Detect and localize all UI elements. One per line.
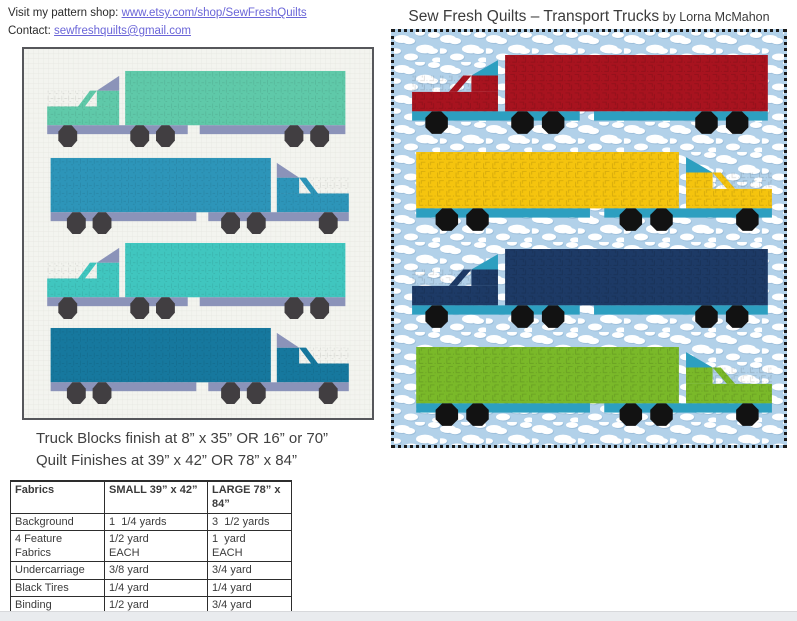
- fabrics-row-3: Black Tires 1/4 yard 1/4 yard: [10, 578, 292, 598]
- pattern-diagram-quilt: [22, 47, 374, 420]
- fabrics-col-header-2: LARGE 78” x 84”: [207, 479, 292, 514]
- truck-yellow: [416, 152, 772, 231]
- truck-blue: [50, 157, 349, 234]
- truck-mint: [47, 70, 346, 147]
- block-size-line: Truck Blocks finish at 8” x 35” OR 16” o…: [36, 430, 329, 447]
- fabrics-cell-1-2: 1 yard EACH: [207, 529, 292, 563]
- fabrics-row-1: 4 Feature Fabrics 1/2 yard EACH 1 yard EAC…: [10, 529, 292, 563]
- fabrics-cell-2-1: 3/8 yard: [104, 561, 208, 580]
- fabrics-cell-2-0: Undercarriage: [10, 561, 105, 580]
- contact-email-link[interactable]: sewfreshquilts@gmail.com: [54, 24, 191, 37]
- truck-red: [412, 55, 768, 134]
- fabrics-col-header-1: SMALL 39” x 42”: [104, 479, 208, 514]
- fabrics-cell-3-1: 1/4 yard: [104, 578, 208, 598]
- fabrics-table-body: Background 1 1/4 yards 3 1/2 yards 4 Featur…: [10, 512, 292, 615]
- fabrics-col-header-0: Fabrics: [10, 479, 105, 514]
- truck-turquoise: [47, 242, 346, 320]
- page-title-main: Sew Fresh Quilts – Transport Trucks: [408, 8, 660, 25]
- finish-size-notes: Truck Blocks finish at 8” x 35” OR 16” o…: [36, 428, 328, 472]
- finished-quilt-photo: [391, 29, 787, 448]
- truck-navy: [412, 249, 768, 328]
- fabrics-table: Fabrics SMALL 39” x 42” LARGE 78” x 84” Ba…: [10, 479, 292, 615]
- truck-green: [416, 347, 772, 426]
- contact-line: Contact: sewfreshquilts@gmail.com: [8, 23, 307, 41]
- fabrics-row-0: Background 1 1/4 yards 3 1/2 yards: [10, 512, 292, 531]
- fabrics-row-2: Undercarriage 3/8 yard 3/4 yard: [10, 561, 292, 580]
- pattern-shop-link[interactable]: www.etsy.com/shop/SewFreshQuilts: [121, 7, 307, 19]
- fabrics-cell-1-1: 1/2 yard EACH: [104, 529, 208, 563]
- fabrics-cell-3-0: Black Tires: [10, 578, 105, 598]
- contact-line-prefix: Contact:: [8, 24, 55, 37]
- fabrics-cell-4-0: Binding: [10, 596, 105, 615]
- photo-quilt-canvas: [394, 32, 784, 445]
- fabrics-cell-1-0: 4 Feature Fabrics: [10, 529, 105, 563]
- fabrics-cell-3-2: 1/4 yard: [207, 578, 292, 598]
- shop-line: Visit my pattern shop: www.etsy.com/shop…: [8, 5, 307, 23]
- page-title: Sew Fresh Quilts – Transport Trucks by L…: [391, 8, 787, 26]
- fabrics-cell-0-0: Background: [10, 512, 105, 531]
- page-title-byline: by Lorna McMahon: [659, 10, 770, 24]
- shop-line-prefix: Visit my pattern shop:: [8, 7, 122, 19]
- fabrics-cell-2-2: 3/4 yard: [207, 561, 292, 580]
- truck-teal: [50, 327, 349, 405]
- shop-links-block: Visit my pattern shop: www.etsy.com/shop…: [8, 5, 307, 41]
- fabrics-cell-0-1: 1 1/4 yards: [104, 512, 208, 531]
- page-bottom-bar: [0, 611, 797, 621]
- fabrics-table-header-row: Fabrics SMALL 39” x 42” LARGE 78” x 84”: [10, 479, 292, 514]
- quilt-size-line: Quilt Finishes at 39” x 42” OR 78” x 84”: [36, 451, 297, 469]
- pattern-quilt-canvas: [24, 49, 372, 418]
- fabrics-cell-0-2: 3 1/2 yards: [207, 512, 292, 531]
